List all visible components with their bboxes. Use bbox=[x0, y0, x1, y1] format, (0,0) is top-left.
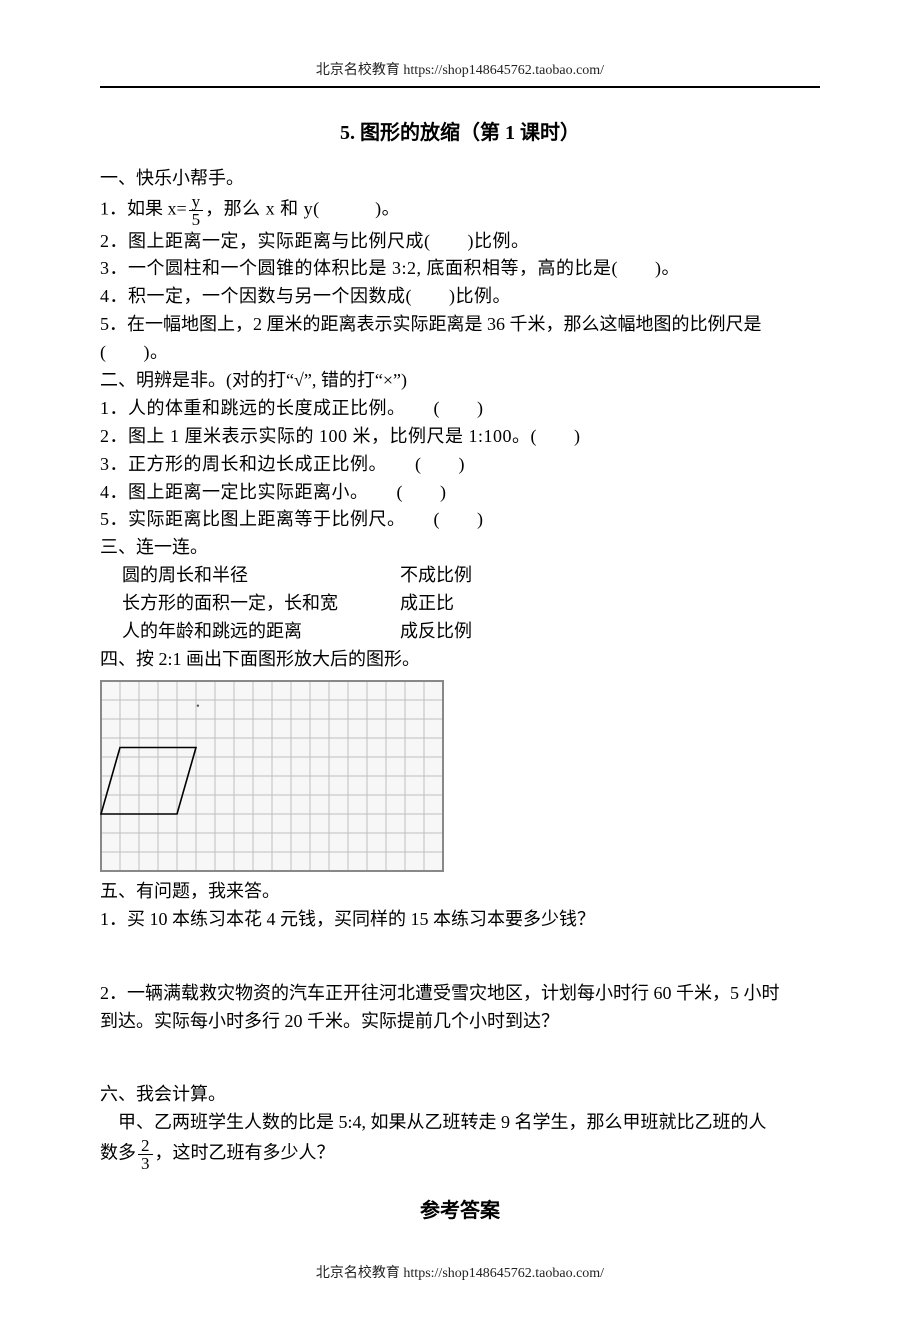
s6-post: ，这时乙班有多少人？ bbox=[155, 1143, 335, 1163]
section2-q2: 2．图上 1 厘米表示实际的 100 米，比例尺是 1:100。( ) bbox=[100, 423, 820, 451]
section1-q1: 1．如果 x=y5，那么 x 和 y( )。 bbox=[100, 193, 820, 228]
frac-den-3: 3 bbox=[138, 1155, 153, 1172]
grid-figure bbox=[100, 680, 820, 872]
section6-heading: 六、我会计算。 bbox=[100, 1081, 820, 1109]
section2-heading: 二、明辨是非。(对的打“√”, 错的打“×”) bbox=[100, 367, 820, 395]
section3-heading: 三、连一连。 bbox=[100, 534, 820, 562]
match-left-2: 长方形的面积一定，长和宽 bbox=[100, 590, 400, 618]
section6-line1: 甲、乙两班学生人数的比是 5:4, 如果从乙班转走 9 名学生，那么甲班就比乙班… bbox=[100, 1109, 820, 1137]
match-right-1: 不成比例 bbox=[400, 562, 472, 590]
section5-q2b: 到达。实际每小时多行 20 千米。实际提前几个小时到达？ bbox=[100, 1008, 820, 1036]
section5-heading: 五、有问题，我来答。 bbox=[100, 878, 820, 906]
page-footer: 北京名校教育 https://shop148645762.taobao.com/ bbox=[100, 1263, 820, 1285]
s6-pre: 数多 bbox=[100, 1143, 136, 1163]
frac-den: 5 bbox=[189, 211, 204, 228]
match-right-2: 成正比 bbox=[400, 590, 454, 618]
section1-q2: 2．图上距离一定，实际距离与比例尺成( )比例。 bbox=[100, 228, 820, 256]
section2-q5: 5．实际距离比图上距离等于比例尺。 ( ) bbox=[100, 506, 820, 534]
section1-q3: 3．一个圆柱和一个圆锥的体积比是 3:2, 底面积相等，高的比是( )。 bbox=[100, 255, 820, 283]
section2-q1: 1．人的体重和跳远的长度成正比例。 ( ) bbox=[100, 395, 820, 423]
page-title: 5. 图形的放缩（第 1 课时） bbox=[100, 118, 820, 149]
section1-q4: 4．积一定，一个因数与另一个因数成( )比例。 bbox=[100, 283, 820, 311]
section1-heading: 一、快乐小帮手。 bbox=[100, 165, 820, 193]
spacer-5-2 bbox=[100, 1035, 820, 1081]
match-left-3: 人的年龄和跳远的距离 bbox=[100, 618, 400, 646]
header-rule bbox=[100, 86, 820, 88]
spacer-5-1 bbox=[100, 934, 820, 980]
frac-num-2: 2 bbox=[138, 1137, 153, 1155]
fraction-2-over-3: 23 bbox=[138, 1137, 153, 1172]
match-left-1: 圆的周长和半径 bbox=[100, 562, 400, 590]
fraction-y-over-5: y5 bbox=[189, 193, 204, 228]
section2-q4: 4．图上距离一定比实际距离小。 ( ) bbox=[100, 479, 820, 507]
s1q1-pre: 1．如果 x= bbox=[100, 198, 187, 218]
answers-title: 参考答案 bbox=[100, 1196, 820, 1227]
page-header: 北京名校教育 https://shop148645762.taobao.com/ bbox=[100, 60, 820, 82]
grid-svg bbox=[100, 680, 444, 872]
match-row-1: 圆的周长和半径 不成比例 bbox=[100, 562, 820, 590]
match-row-3: 人的年龄和跳远的距离 成反比例 bbox=[100, 618, 820, 646]
s1q1-post: ，那么 x 和 y( )。 bbox=[205, 198, 400, 218]
section1-q5b: ( )。 bbox=[100, 339, 820, 367]
section1-q5a: 5．在一幅地图上，2 厘米的距离表示实际距离是 36 千米，那么这幅地图的比例尺… bbox=[100, 311, 820, 339]
match-right-3: 成反比例 bbox=[400, 618, 472, 646]
match-row-2: 长方形的面积一定，长和宽 成正比 bbox=[100, 590, 820, 618]
section6-line2: 数多23，这时乙班有多少人？ bbox=[100, 1137, 820, 1172]
frac-num: y bbox=[189, 193, 204, 211]
section4-heading: 四、按 2:1 画出下面图形放大后的图形。 bbox=[100, 646, 820, 674]
section2-q3: 3．正方形的周长和边长成正比例。 ( ) bbox=[100, 451, 820, 479]
section5-q1: 1．买 10 本练习本花 4 元钱，买同样的 15 本练习本要多少钱？ bbox=[100, 906, 820, 934]
section5-q2a: 2．一辆满载救灾物资的汽车正开往河北遭受雪灾地区，计划每小时行 60 千米，5 … bbox=[100, 980, 820, 1008]
